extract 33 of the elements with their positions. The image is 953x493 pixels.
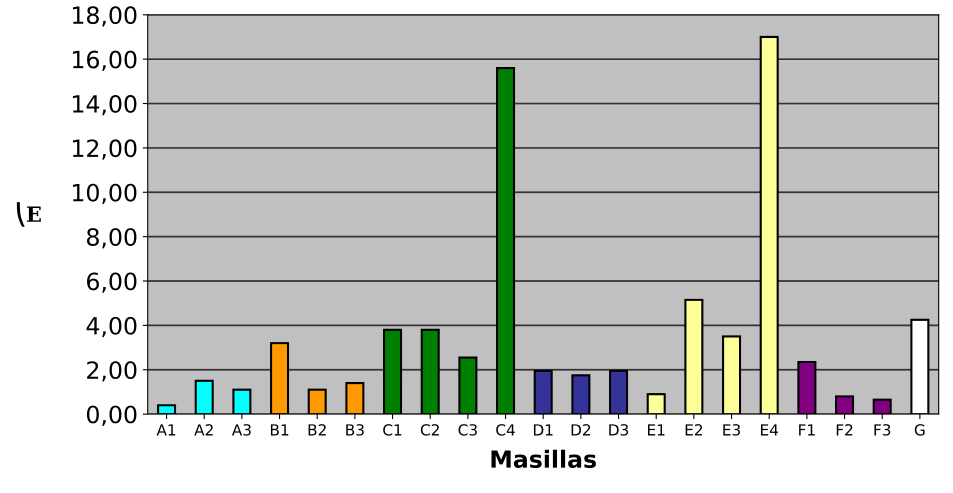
x-tick-label: C3	[458, 424, 477, 436]
x-tick-label: B2	[308, 424, 326, 436]
x-tick-label: F1	[799, 424, 815, 436]
y-tick-label: 12,00	[72, 139, 136, 160]
x-tick-label: C4	[496, 424, 515, 436]
y-axis-title: ⎝E	[16, 202, 41, 227]
y-tick-label: 10,00	[72, 184, 136, 204]
x-tick-label: A2	[194, 424, 213, 436]
x-tick-label: A1	[156, 424, 176, 436]
y-tick-label: 0,00	[86, 406, 136, 426]
y-tick-label: 4,00	[86, 316, 136, 338]
x-tick-label: E3	[723, 424, 740, 436]
y-tick-label: 14,00	[72, 94, 136, 116]
y-tick-label: 8,00	[87, 228, 136, 248]
x-tick-label: D3	[609, 424, 628, 436]
y-tick-label: 6,00	[87, 272, 136, 293]
x-tick-label: A3	[232, 424, 251, 436]
x-tick-label: C2	[420, 424, 439, 436]
x-tick-label: D2	[572, 424, 590, 436]
x-tick-label: E4	[761, 424, 778, 436]
x-tick-label: C1	[383, 424, 402, 436]
x-tick-label: F3	[874, 424, 890, 436]
x-tick-label: D1	[534, 424, 553, 436]
x-tick-label: B1	[270, 424, 288, 436]
x-tick-label: F2	[836, 424, 852, 436]
x-axis-title: Masillas	[492, 450, 596, 468]
x-tick-label: G	[914, 424, 925, 436]
x-tick-label: E1	[648, 424, 664, 436]
x-tick-label: E2	[686, 424, 702, 436]
y-tick-label: 18,00	[72, 6, 136, 27]
y-tick-label: 2,00	[87, 361, 136, 382]
y-tick-label: 16,00	[72, 50, 136, 71]
x-tick-label: B3	[346, 424, 364, 436]
